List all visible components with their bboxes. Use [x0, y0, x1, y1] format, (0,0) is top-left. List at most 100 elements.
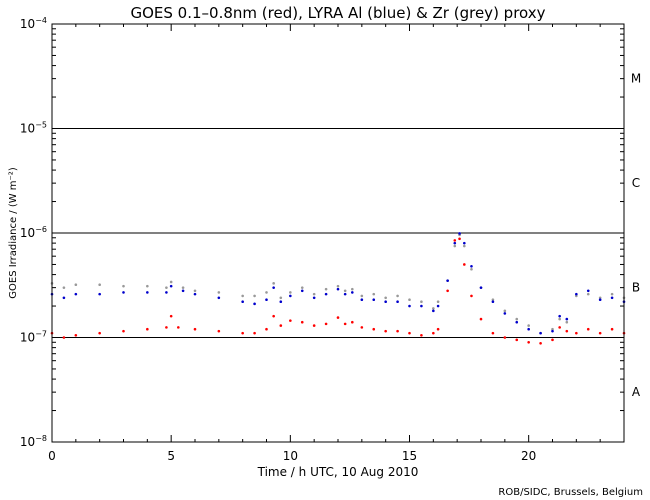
data-point: [384, 300, 387, 304]
data-point: [463, 263, 466, 266]
data-point: [265, 327, 268, 331]
data-point: [217, 291, 221, 294]
data-point: [558, 314, 561, 318]
data-point: [463, 244, 466, 248]
data-point: [272, 282, 275, 285]
data-point: [575, 331, 578, 335]
data-point: [279, 324, 283, 327]
data-point: [253, 294, 256, 298]
data-point: [610, 327, 614, 331]
data-point: [324, 292, 328, 296]
data-point: [336, 316, 340, 319]
data-point: [586, 289, 590, 293]
data-point: [565, 329, 569, 333]
data-point: [372, 292, 376, 296]
data-point: [515, 317, 519, 321]
data-point: [62, 336, 66, 339]
x-tick-label: 0: [48, 449, 56, 463]
data-point: [384, 296, 387, 300]
data-point: [253, 331, 256, 335]
data-point: [470, 267, 473, 271]
data-point: [470, 265, 473, 268]
data-point: [515, 320, 519, 324]
flare-class-label: C: [632, 176, 640, 190]
data-point: [193, 327, 197, 331]
data-point: [453, 244, 457, 248]
data-point: [62, 296, 66, 300]
data-point: [351, 287, 354, 291]
data-point: [336, 287, 340, 291]
data-point: [408, 298, 411, 301]
data-point: [408, 304, 411, 308]
data-point: [272, 314, 275, 318]
y-tick-label: 10−5: [20, 121, 47, 136]
data-point: [463, 241, 466, 245]
data-point: [432, 307, 435, 310]
data-point: [241, 300, 244, 304]
data-point: [122, 329, 125, 333]
data-point: [598, 331, 602, 335]
data-point: [436, 304, 440, 308]
data-point: [165, 326, 168, 329]
data-point: [241, 294, 244, 298]
data-point: [586, 292, 590, 296]
data-point: [515, 338, 519, 342]
data-point: [610, 296, 614, 300]
data-point: [312, 324, 316, 327]
data-point: [503, 336, 507, 339]
data-point: [62, 286, 66, 289]
data-point: [181, 286, 185, 289]
data-point: [336, 284, 340, 288]
data-point: [360, 294, 364, 298]
data-point: [122, 291, 125, 294]
data-point: [265, 298, 268, 301]
data-point: [312, 296, 316, 300]
data-point: [279, 296, 283, 300]
x-axis-label: Time / h UTC, 10 Aug 2010: [257, 465, 419, 479]
data-point: [98, 331, 101, 335]
data-point: [312, 292, 316, 296]
data-point: [253, 302, 256, 306]
data-point: [420, 300, 423, 304]
data-point: [565, 317, 569, 321]
data-point: [372, 327, 376, 331]
data-point: [146, 284, 149, 288]
data-point: [396, 300, 399, 304]
data-point: [360, 298, 364, 301]
data-point: [74, 283, 78, 287]
data-point: [217, 296, 221, 300]
y-tick-label: 10−4: [20, 16, 47, 31]
data-point: [551, 327, 554, 331]
data-point: [169, 314, 173, 318]
data-point: [408, 331, 411, 335]
data-point: [479, 286, 483, 289]
data-point: [98, 292, 101, 296]
data-point: [165, 286, 168, 289]
data-point: [74, 292, 78, 296]
data-point: [491, 298, 495, 301]
data-point: [300, 289, 304, 293]
data-point: [558, 317, 561, 321]
data-point: [598, 296, 602, 300]
data-point: [446, 279, 449, 282]
y-tick-label: 10−7: [20, 330, 47, 345]
data-point: [575, 292, 578, 296]
data-point: [458, 237, 461, 241]
data-point: [74, 333, 78, 337]
data-point: [491, 300, 495, 304]
data-point: [446, 289, 449, 293]
data-point: [177, 326, 180, 329]
data-point: [360, 326, 364, 329]
y-axis-label: GOES Irradiance / (W m⁻²): [8, 167, 19, 299]
data-point: [458, 232, 461, 235]
data-point: [146, 327, 149, 331]
data-point: [343, 322, 347, 326]
data-point: [372, 298, 376, 301]
data-point: [279, 300, 283, 304]
data-point: [436, 327, 440, 331]
x-tick-label: 20: [521, 449, 536, 463]
data-point: [453, 241, 457, 245]
data-point: [289, 319, 292, 322]
data-point: [396, 329, 399, 333]
chart-title: GOES 0.1–0.8nm (red), LYRA Al (blue) & Z…: [130, 4, 545, 22]
